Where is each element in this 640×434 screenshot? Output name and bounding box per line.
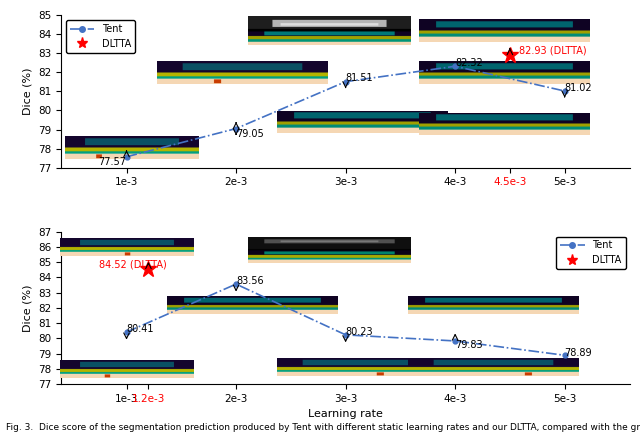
Text: 82.32: 82.32 — [455, 58, 483, 68]
Text: 81.02: 81.02 — [564, 82, 592, 92]
Y-axis label: Dice (%): Dice (%) — [22, 68, 32, 115]
Text: 79.83: 79.83 — [455, 340, 483, 350]
Text: 84.52 (DLTTA): 84.52 (DLTTA) — [99, 260, 167, 270]
Text: Fig. 3.  Dice score of the segmentation prediction produced by Tent with differe: Fig. 3. Dice score of the segmentation p… — [6, 423, 640, 432]
X-axis label: Learning rate: Learning rate — [308, 409, 383, 419]
Text: 79.05: 79.05 — [236, 129, 264, 139]
Text: 80.41: 80.41 — [127, 324, 154, 334]
Text: 81.51: 81.51 — [346, 73, 373, 83]
Text: 82.93 (DLTTA): 82.93 (DLTTA) — [518, 46, 586, 56]
Y-axis label: Dice (%): Dice (%) — [22, 284, 32, 332]
Text: 80.23: 80.23 — [346, 327, 373, 337]
Text: 77.57: 77.57 — [99, 157, 127, 167]
Legend: Tent, DLTTA: Tent, DLTTA — [66, 20, 135, 53]
Legend: Tent, DLTTA: Tent, DLTTA — [556, 237, 625, 269]
Text: 78.89: 78.89 — [564, 348, 592, 358]
Text: 83.56: 83.56 — [236, 276, 264, 286]
